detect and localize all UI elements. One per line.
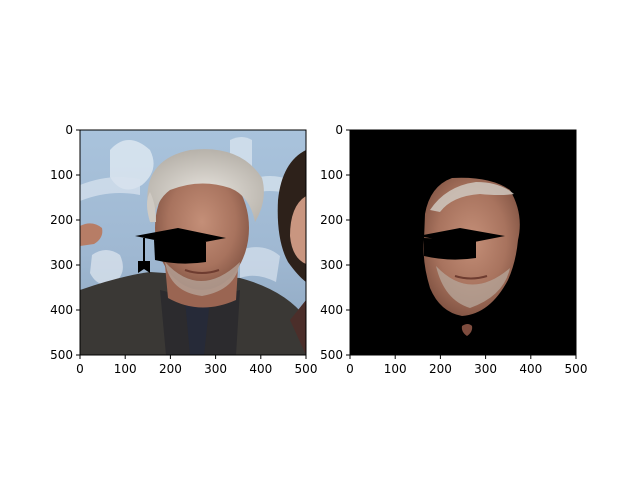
left-axes-frame — [79, 129, 307, 356]
left-xtick-label: 200 — [159, 362, 182, 376]
right-xtick-label: 300 — [474, 362, 497, 376]
right-xtick-label: 500 — [565, 362, 588, 376]
right-xtick-label: 0 — [346, 362, 354, 376]
right-ytick-label: 300 — [320, 258, 343, 272]
right-xtick-label: 200 — [429, 362, 452, 376]
left-ytick-label: 100 — [50, 168, 73, 182]
left-photo — [80, 130, 306, 355]
right-ytick-label: 500 — [320, 348, 343, 362]
right-xtick-label: 100 — [384, 362, 407, 376]
left-ytick-label: 300 — [50, 258, 73, 272]
right-photo — [350, 130, 576, 355]
right-ytick-label: 200 — [320, 213, 343, 227]
left-xtick-label: 100 — [114, 362, 137, 376]
left-ytick-label: 200 — [50, 213, 73, 227]
left-ytick-label: 0 — [65, 123, 73, 137]
right-ytick-label: 400 — [320, 303, 343, 317]
left-xtick-label: 300 — [204, 362, 227, 376]
right-xtick-label: 400 — [519, 362, 542, 376]
left-xtick-label: 0 — [76, 362, 84, 376]
left-xtick-label: 400 — [249, 362, 272, 376]
right-ytick-label: 0 — [335, 123, 343, 137]
right-ytick-label: 100 — [320, 168, 343, 182]
left-ytick-label: 500 — [50, 348, 73, 362]
right-axes-frame — [349, 129, 577, 356]
left-ytick-label: 400 — [50, 303, 73, 317]
left-xtick-label: 500 — [295, 362, 318, 376]
